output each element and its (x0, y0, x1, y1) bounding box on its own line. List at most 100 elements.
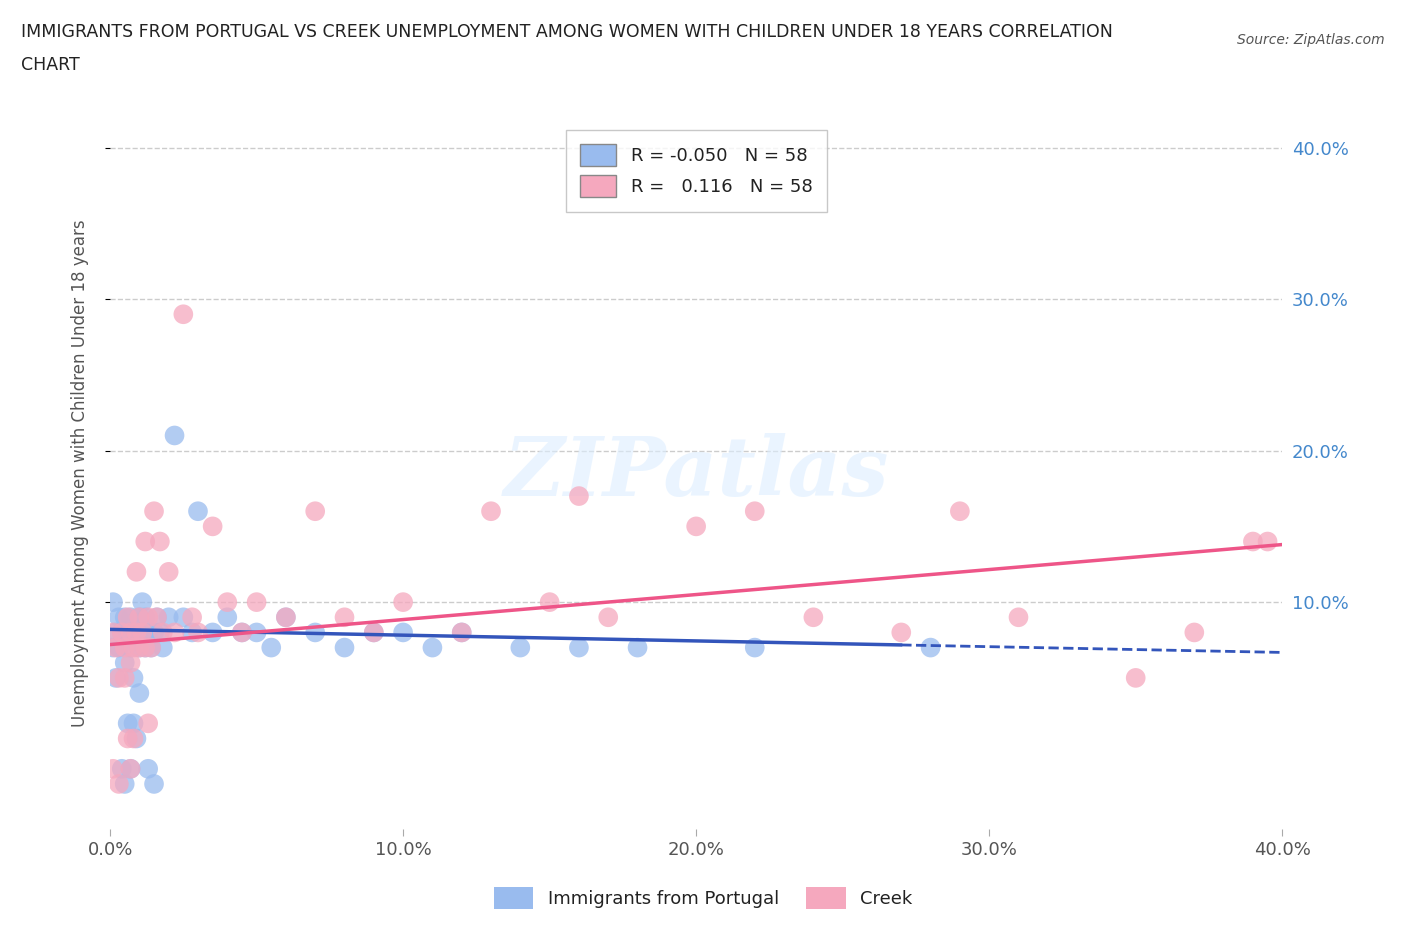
Legend: R = -0.050   N = 58, R =   0.116   N = 58: R = -0.050 N = 58, R = 0.116 N = 58 (565, 130, 827, 212)
Point (172, 610, 194, 625)
Point (108, 610, 131, 625)
Point (120, 762, 142, 777)
Point (163, 428, 186, 443)
Point (136, 762, 159, 777)
Point (111, 625, 134, 640)
Point (152, 625, 174, 640)
Point (111, 762, 134, 777)
Point (134, 640, 156, 655)
Point (128, 610, 150, 625)
Point (744, 640, 766, 655)
Point (128, 685, 150, 700)
Point (181, 610, 204, 625)
Point (172, 307, 194, 322)
Y-axis label: Unemployment Among Women with Children Under 18 years: Unemployment Among Women with Children U… (72, 219, 89, 727)
Point (1007, 610, 1029, 625)
Point (363, 625, 385, 640)
Point (108, 671, 131, 685)
Legend: Immigrants from Portugal, Creek: Immigrants from Portugal, Creek (486, 880, 920, 916)
Point (128, 610, 150, 625)
Text: ZIPatlas: ZIPatlas (503, 433, 889, 513)
Point (143, 625, 166, 640)
Text: Source: ZipAtlas.com: Source: ZipAtlas.com (1237, 33, 1385, 46)
Point (122, 716, 145, 731)
Point (392, 625, 415, 640)
Point (122, 731, 145, 746)
Point (422, 640, 444, 655)
Point (117, 731, 139, 746)
Point (245, 625, 267, 640)
Point (108, 777, 131, 791)
Point (1241, 534, 1264, 549)
Point (598, 610, 620, 625)
Point (568, 640, 591, 655)
Point (120, 762, 142, 777)
Point (392, 594, 415, 609)
Point (136, 716, 159, 731)
Point (131, 625, 153, 640)
Point (274, 610, 297, 625)
Point (108, 640, 131, 655)
Point (187, 504, 209, 519)
Point (1125, 671, 1147, 685)
Point (104, 640, 127, 655)
Point (333, 610, 356, 625)
Point (231, 625, 253, 640)
Point (801, 610, 824, 625)
Point (538, 594, 561, 609)
Point (143, 777, 166, 791)
Point (120, 625, 142, 640)
Point (114, 640, 136, 655)
Point (114, 671, 136, 685)
Point (101, 594, 124, 609)
Point (122, 640, 145, 655)
Point (146, 610, 169, 625)
Point (1182, 625, 1205, 640)
Point (157, 610, 180, 625)
Point (136, 610, 159, 625)
Point (152, 640, 174, 655)
Point (260, 640, 283, 655)
Point (274, 610, 297, 625)
Point (304, 625, 326, 640)
Point (450, 625, 472, 640)
Point (949, 504, 972, 519)
Point (114, 777, 136, 791)
Point (117, 625, 139, 640)
Point (139, 640, 162, 655)
Point (201, 625, 224, 640)
Point (101, 625, 124, 640)
Point (120, 610, 142, 625)
Point (104, 625, 127, 640)
Point (120, 640, 142, 655)
Point (685, 519, 707, 534)
Point (231, 625, 253, 640)
Point (111, 625, 134, 640)
Point (134, 534, 156, 549)
Point (201, 519, 224, 534)
Point (101, 762, 124, 777)
Point (131, 594, 153, 609)
Point (1257, 534, 1279, 549)
Point (304, 504, 326, 519)
Point (122, 671, 145, 685)
Point (181, 625, 204, 640)
Point (117, 716, 139, 731)
Point (217, 610, 239, 625)
Point (187, 625, 209, 640)
Point (114, 656, 136, 671)
Point (149, 534, 172, 549)
Point (101, 640, 124, 655)
Text: IMMIGRANTS FROM PORTUGAL VS CREEK UNEMPLOYMENT AMONG WOMEN WITH CHILDREN UNDER 1: IMMIGRANTS FROM PORTUGAL VS CREEK UNEMPL… (21, 23, 1114, 41)
Point (114, 610, 136, 625)
Point (134, 640, 156, 655)
Point (120, 656, 142, 671)
Point (920, 640, 942, 655)
Point (450, 625, 472, 640)
Point (128, 640, 150, 655)
Point (157, 565, 180, 579)
Point (890, 625, 912, 640)
Point (104, 671, 127, 685)
Point (131, 625, 153, 640)
Point (136, 625, 159, 640)
